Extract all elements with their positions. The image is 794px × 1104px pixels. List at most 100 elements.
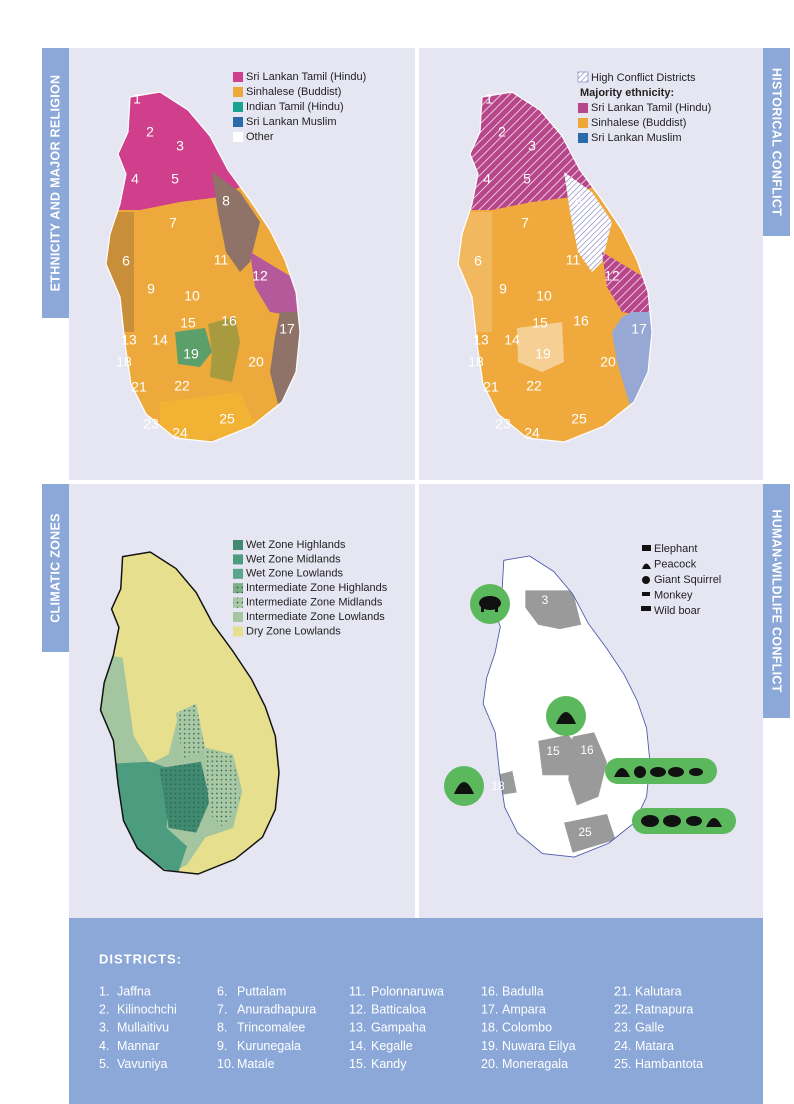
legend-swatch <box>233 132 243 142</box>
district-name: Ampara <box>502 1002 546 1016</box>
district-number: 8. <box>217 1021 227 1035</box>
district-name: Mannar <box>117 1039 159 1053</box>
legend-label: Sri Lankan Tamil (Hindu) <box>246 71 366 83</box>
legend-swatch <box>233 540 243 550</box>
district-name: Anuradhapura <box>237 1002 316 1016</box>
legend-label: Intermediate Zone Highlands <box>246 582 388 594</box>
district-number: 2. <box>99 1002 109 1016</box>
district-number: 24. <box>614 1039 631 1053</box>
district-number: 18. <box>481 1021 498 1035</box>
district-number: 16 <box>580 743 594 757</box>
district-number: 19. <box>481 1039 498 1053</box>
district-name: Trincomalee <box>237 1021 305 1035</box>
legend-label: Wet Zone Midlands <box>246 553 341 565</box>
legend-swatch <box>577 71 589 83</box>
district-number: 5 <box>523 171 531 187</box>
district-number: 24 <box>172 425 188 441</box>
district-number: 7. <box>217 1002 227 1016</box>
district-number: 11. <box>349 984 365 998</box>
district-number: 10 <box>536 288 552 304</box>
district-number: 7 <box>169 215 177 231</box>
legend-heading: Majority ethnicity: <box>580 87 674 99</box>
district-number: 20 <box>600 354 616 370</box>
district-name: Kilinochchi <box>117 1002 177 1016</box>
tab <box>42 48 69 318</box>
tab <box>42 484 69 652</box>
district-number: 1 <box>133 91 141 107</box>
legend-swatch <box>233 102 243 112</box>
district-number: 9 <box>147 281 155 297</box>
district-number: 9 <box>499 281 507 297</box>
district-number: 3 <box>176 138 184 154</box>
district-number: 13 <box>121 332 137 348</box>
legend-label: Intermediate Zone Lowlands <box>246 611 385 623</box>
district-number: 17 <box>279 321 295 337</box>
district-name: Ratnapura <box>635 1002 693 1016</box>
district-number: 3 <box>542 593 549 607</box>
footer-bg <box>69 918 763 1104</box>
district-name: Jaffna <box>117 984 151 998</box>
district-number: 25. <box>614 1057 631 1071</box>
district-number: 16. <box>481 984 498 998</box>
district-number: 15 <box>180 315 196 331</box>
legend-swatch <box>578 103 588 113</box>
legend-label: Elephant <box>654 543 697 555</box>
legend-icons <box>641 545 651 611</box>
district-number: 16 <box>221 313 237 329</box>
district-number: 22 <box>526 378 542 394</box>
legend-swatch-pattern <box>233 583 243 594</box>
legend-label: High Conflict Districts <box>591 72 696 84</box>
district-number: 11 <box>214 252 229 268</box>
district-number: 1. <box>99 984 109 998</box>
district-name: Gampaha <box>371 1021 426 1035</box>
legend-label: Wet Zone Highlands <box>246 539 346 551</box>
district-number: 15. <box>349 1057 366 1071</box>
district-number: 6. <box>217 984 227 998</box>
district-name: Matale <box>237 1057 275 1071</box>
legend-swatch <box>233 554 243 565</box>
district-number: 12. <box>349 1002 366 1016</box>
district-number: 14. <box>349 1039 366 1053</box>
district-number: 14 <box>504 332 520 348</box>
district-number: 23 <box>495 416 511 432</box>
legend-swatch <box>578 118 588 128</box>
footer-heading: DISTRICTS: <box>99 951 182 966</box>
district-name: Hambantota <box>635 1057 703 1071</box>
district-number: 16 <box>573 313 589 329</box>
district-number: 14 <box>152 332 168 348</box>
district-name: Vavuniya <box>117 1057 168 1071</box>
district-name: Kalutara <box>635 984 682 998</box>
district-number: 7 <box>521 215 529 231</box>
district-name: Batticaloa <box>371 1002 426 1016</box>
district-number: 12 <box>604 268 620 284</box>
legend-label: Indian Tamil (Hindu) <box>246 101 344 113</box>
district-number: 19 <box>183 346 199 362</box>
district-number: 25 <box>578 825 592 839</box>
legend-label: Sri Lankan Muslim <box>591 132 681 144</box>
district-name: Puttalam <box>237 984 286 998</box>
district-number: 22. <box>614 1002 631 1016</box>
legend-label: Monkey <box>654 589 693 601</box>
district-number: 8 <box>222 193 230 209</box>
district-name: Badulla <box>502 984 544 998</box>
legend-swatch <box>233 626 243 637</box>
legend-label: Giant Squirrel <box>654 574 721 586</box>
legend-swatch <box>233 117 243 127</box>
district-name: Nuwara Eilya <box>502 1039 576 1053</box>
panel-title: ETHNICITY AND MAJOR RELIGION <box>48 75 62 292</box>
district-number: 15 <box>546 744 560 758</box>
district-number: 22 <box>174 378 190 394</box>
district-number: 21. <box>614 984 631 998</box>
panel-title: HISTORICAL CONFLICT <box>770 68 784 216</box>
animal-icons <box>454 596 722 827</box>
legend-swatch <box>233 72 243 82</box>
district-number: 2 <box>498 124 506 140</box>
legend-label: Intermediate Zone Midlands <box>246 597 383 609</box>
district-number: 2 <box>146 124 154 140</box>
district-number: 18 <box>491 779 505 793</box>
district-number: 5. <box>99 1057 109 1071</box>
district-number: 6 <box>122 253 130 269</box>
legend-swatch-pattern <box>233 597 243 608</box>
district-name: Galle <box>635 1021 664 1035</box>
